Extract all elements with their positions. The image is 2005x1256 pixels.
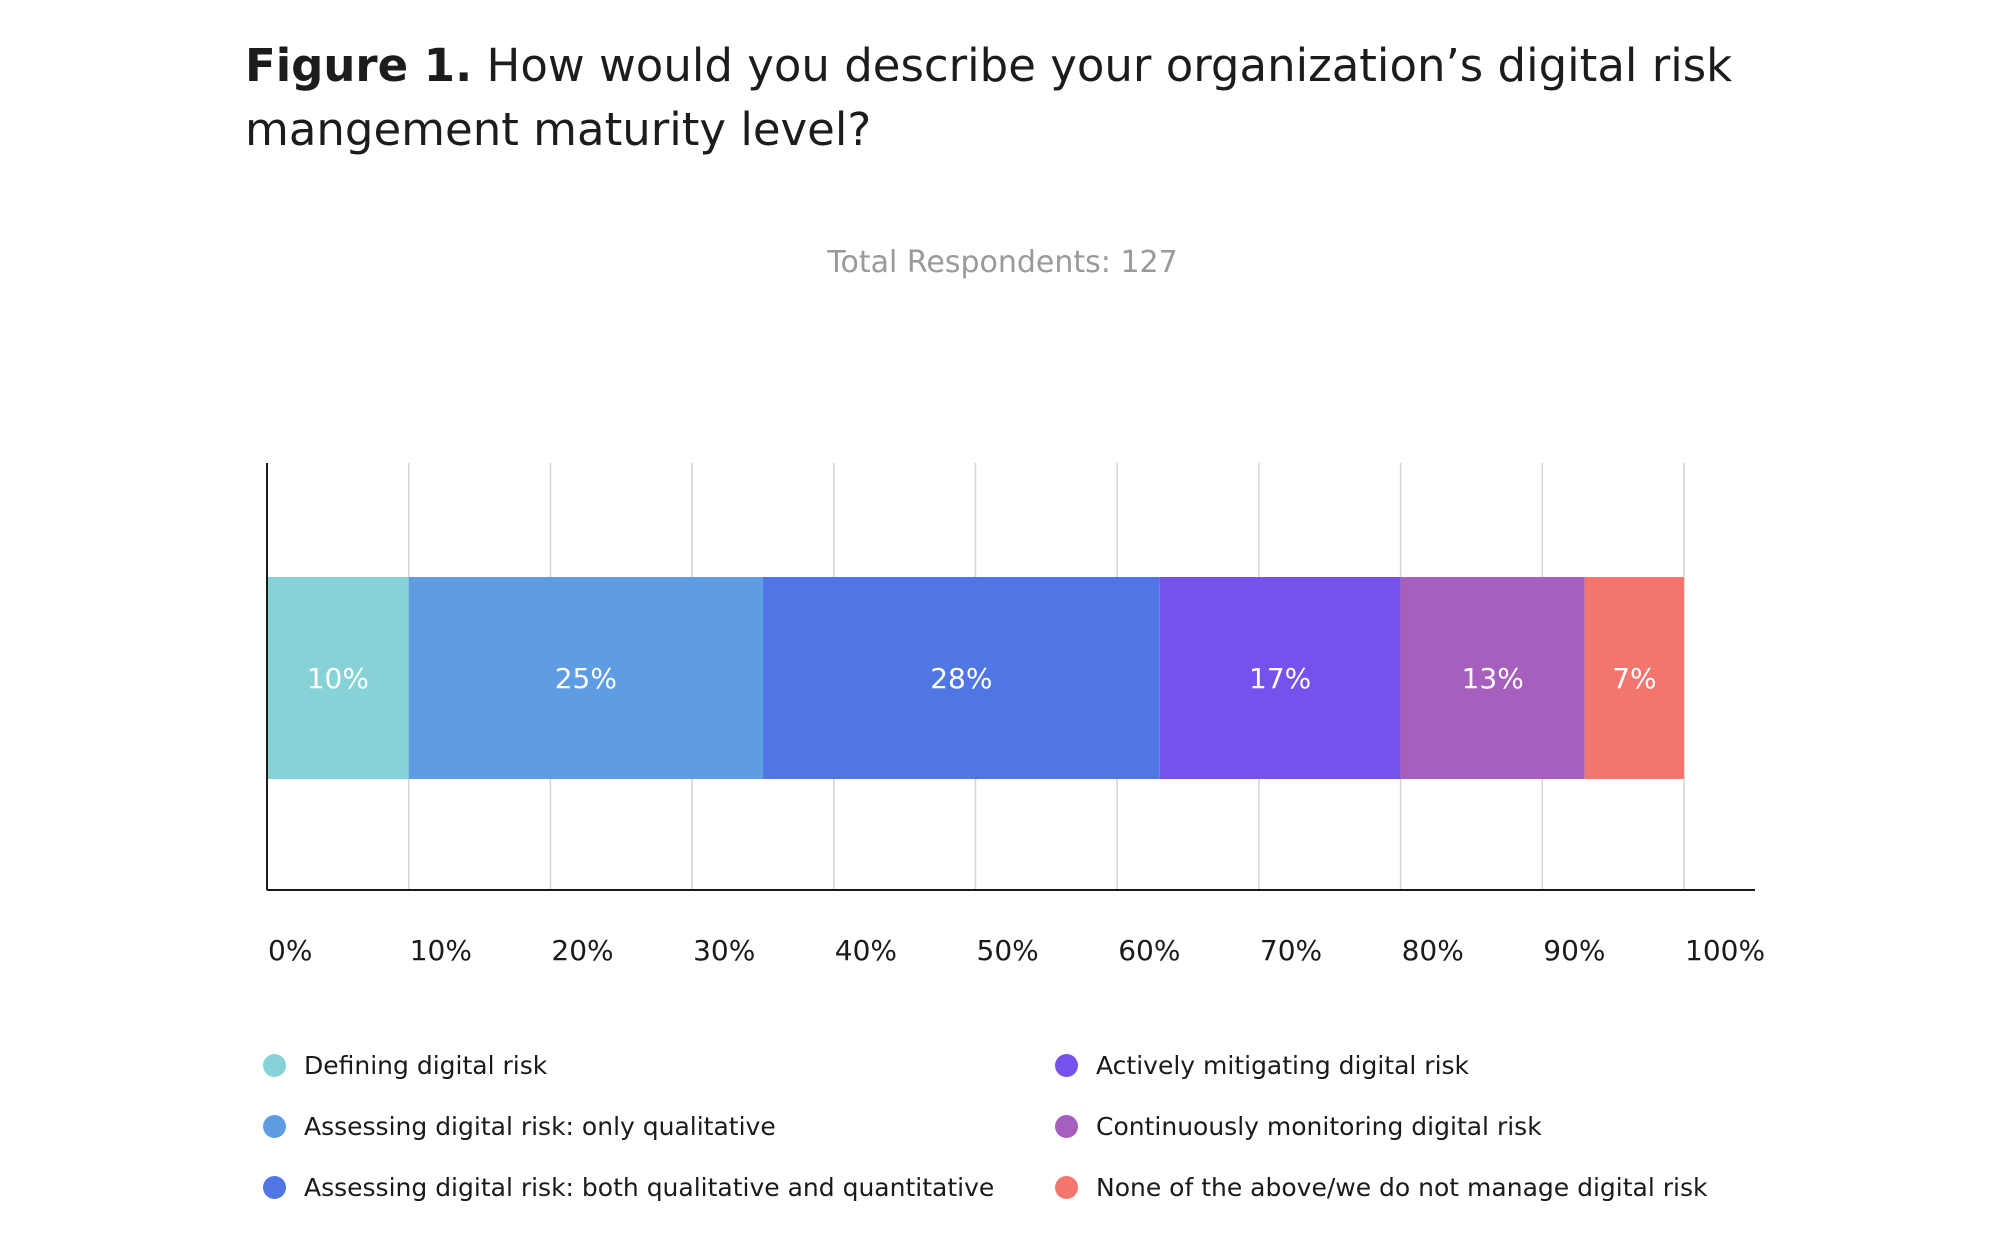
x-tick-label: 90%	[1543, 934, 1605, 967]
figure-label: Figure 1.	[245, 39, 473, 92]
x-tick-label: 20%	[551, 934, 613, 967]
x-tick-label: 70%	[1260, 934, 1322, 967]
x-tick-label: 10%	[410, 934, 472, 967]
x-tick-label: 60%	[1118, 934, 1180, 967]
data-label: 7%	[1612, 662, 1656, 695]
x-tick-label: 100%	[1685, 934, 1765, 967]
bar-segment	[1159, 577, 1401, 779]
chart-subtitle: Total Respondents: 127	[827, 245, 1178, 280]
x-tick-label: 0%	[268, 934, 312, 967]
x-tick-label: 80%	[1402, 934, 1464, 967]
x-tick-label: 30%	[693, 934, 755, 967]
figure-question: How would you describe your organization…	[245, 39, 1733, 156]
x-tick-labels: 0% 10% 20% 30% 40% 50% 60% 70% 80% 90% 100%	[268, 934, 1765, 967]
data-label: 25%	[555, 662, 617, 695]
data-label: 13%	[1462, 662, 1524, 695]
axes	[266, 463, 1755, 891]
x-tick-label: 50%	[977, 934, 1039, 967]
chart-title: Figure 1. How would you describe your or…	[245, 34, 1805, 162]
bar-segment	[408, 577, 763, 779]
bar-segment	[762, 577, 1160, 779]
data-label: 10%	[307, 662, 369, 695]
bar-segments: 10% 25% 28% 17% 13% 7%	[267, 577, 1684, 779]
bar-segment	[267, 577, 409, 779]
x-tick-label: 40%	[835, 934, 897, 967]
bar-segment	[1400, 577, 1585, 779]
bar-segment	[1584, 577, 1684, 779]
data-label: 17%	[1249, 662, 1311, 695]
data-label: 28%	[930, 662, 992, 695]
